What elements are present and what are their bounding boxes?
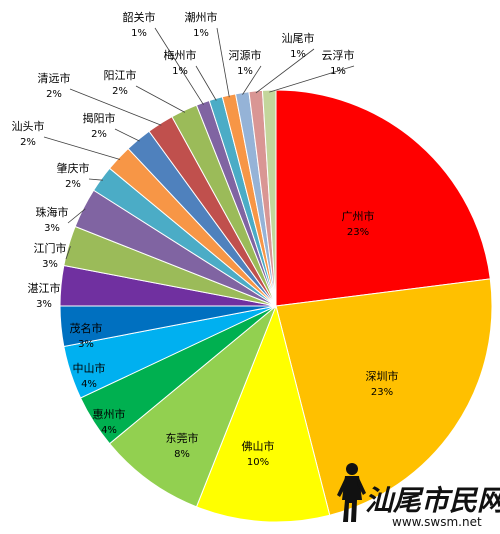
slice-name-label: 湛江市: [28, 281, 61, 295]
leader-line: [269, 65, 355, 93]
slice-percent-label: 1%: [131, 28, 147, 39]
slice-name-label: 阳江市: [104, 68, 137, 82]
slice-percent-label: 8%: [174, 449, 190, 460]
pie-slice: [108, 305, 277, 508]
slice-percent-label: 23%: [371, 387, 393, 398]
slice-name-label: 佛山市: [242, 439, 275, 453]
slice-percent-label: 4%: [101, 425, 117, 436]
slice-name-label: 深圳市: [366, 369, 399, 383]
slice-percent-label: 2%: [91, 129, 107, 140]
watermark-silhouette-icon: [337, 463, 366, 522]
slice-name-label: 韶关市: [123, 10, 156, 24]
slice-percent-label: 23%: [347, 227, 369, 238]
slice-name-label: 清远市: [38, 71, 71, 85]
leader-line: [114, 128, 140, 142]
slice-name-label: 东莞市: [166, 431, 199, 445]
slice-percent-label: 3%: [44, 223, 60, 234]
slice-percent-label: 2%: [65, 179, 81, 190]
watermark: 汕尾市民网 www.swsm.net: [337, 463, 500, 529]
slice-percent-label: 1%: [193, 28, 209, 39]
leader-line: [216, 27, 230, 98]
slice-percent-label: 2%: [112, 86, 128, 97]
slice-percent-label: 1%: [290, 49, 306, 60]
slice-percent-label: 4%: [81, 379, 97, 390]
slice-percent-label: 3%: [36, 299, 52, 310]
slice-name-label: 中山市: [73, 361, 106, 375]
leader-line: [255, 48, 315, 94]
slice-name-label: 汕头市: [12, 119, 45, 133]
leader-lines: [43, 27, 355, 260]
slice-percent-label: 1%: [330, 66, 346, 77]
leader-line: [154, 27, 204, 105]
slice-name-label: 肇庆市: [57, 161, 90, 175]
watermark-logo-text: 汕尾市民网: [365, 484, 500, 517]
slice-name-label: 梅州市: [164, 48, 197, 62]
slice-labels: 广州市 23% 深圳市 23% 佛山市 10% 东莞市 8% 惠州市 4% 中山市 4% 茂名市 3% 湛江…: [12, 10, 399, 468]
pie-slice: [275, 89, 491, 307]
slice-percent-label: 3%: [42, 259, 58, 270]
slice-percent-label: 10%: [247, 457, 269, 468]
pie-slice: [195, 304, 331, 523]
pie-slice: [275, 278, 493, 516]
leader-line: [43, 136, 121, 160]
leader-line: [65, 246, 71, 260]
slice-name-label: 珠海市: [36, 205, 69, 219]
slice-percent-label: 1%: [172, 66, 188, 77]
slice-percent-label: 2%: [46, 89, 62, 100]
leader-line: [242, 65, 262, 95]
slice-name-label: 汕尾市: [282, 31, 315, 45]
slice-name-label: 惠州市: [93, 407, 126, 421]
leader-line: [88, 178, 103, 181]
leader-line: [195, 65, 217, 101]
slice-percent-label: 3%: [78, 339, 94, 350]
slice-name-label: 云浮市: [322, 48, 355, 62]
slice-name-label: 广州市: [342, 209, 375, 223]
pie-slices: [59, 89, 493, 523]
watermark-url-text: www.swsm.net: [392, 515, 482, 529]
leader-line: [67, 208, 86, 224]
slice-name-label: 揭阳市: [83, 111, 116, 125]
slice-name-label: 江门市: [34, 241, 67, 255]
slice-percent-label: 1%: [237, 66, 253, 77]
slice-name-label: 潮州市: [185, 10, 218, 24]
slice-percent-label: 2%: [20, 137, 36, 148]
slice-name-label: 茂名市: [70, 321, 103, 335]
slice-name-label: 河源市: [229, 48, 262, 62]
leader-line: [135, 85, 186, 113]
leader-line: [69, 88, 162, 126]
